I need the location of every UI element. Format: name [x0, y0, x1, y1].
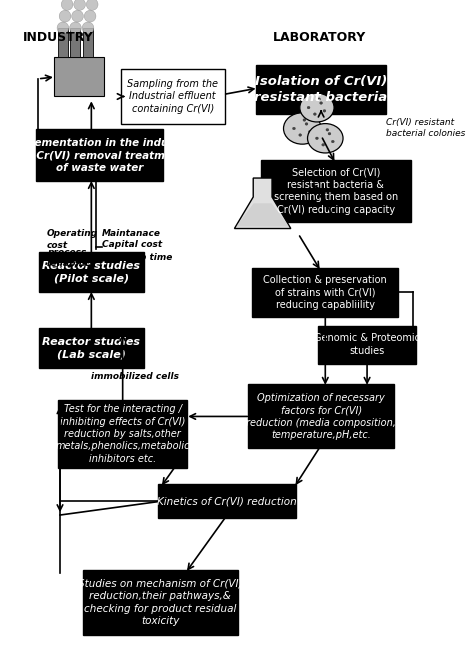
Ellipse shape	[86, 0, 98, 11]
FancyBboxPatch shape	[71, 28, 81, 58]
Text: Selection of Cr(VI)
resistant bacteria &
screening them based on
Cr(VI) reducing: Selection of Cr(VI) resistant bacteria &…	[273, 167, 398, 214]
Text: Test for the interacting /
inhibiting effects of Cr(VI)
reduction by salts,other: Test for the interacting / inhibiting ef…	[55, 404, 190, 464]
FancyBboxPatch shape	[39, 328, 144, 368]
Text: Sampling from the
Industrial effluent
containing Cr(VI): Sampling from the Industrial effluent co…	[128, 79, 219, 114]
Ellipse shape	[74, 0, 85, 11]
FancyBboxPatch shape	[120, 69, 225, 124]
Ellipse shape	[331, 140, 334, 143]
Ellipse shape	[82, 22, 94, 34]
Ellipse shape	[300, 93, 334, 122]
FancyBboxPatch shape	[39, 252, 144, 293]
Ellipse shape	[299, 134, 301, 136]
Text: Implementation in the industry
for Cr(VI) removal treatment
of waste water: Implementation in the industry for Cr(VI…	[9, 138, 191, 173]
FancyBboxPatch shape	[58, 28, 68, 58]
Text: process
reliability: process reliability	[46, 248, 96, 268]
FancyBboxPatch shape	[83, 28, 93, 58]
FancyBboxPatch shape	[252, 268, 399, 317]
Ellipse shape	[292, 127, 295, 130]
FancyBboxPatch shape	[54, 58, 104, 97]
Polygon shape	[237, 203, 289, 226]
Text: Capital cost: Capital cost	[102, 240, 162, 249]
Ellipse shape	[283, 113, 321, 144]
Text: INDUSTRY: INDUSTRY	[23, 31, 93, 44]
Ellipse shape	[72, 11, 83, 22]
Text: Genomic & Proteomic
studies: Genomic & Proteomic studies	[314, 334, 420, 355]
Ellipse shape	[319, 102, 323, 105]
Text: LABORATORY: LABORATORY	[273, 31, 365, 44]
Text: Cr(VI) resistant
bacterial colonies: Cr(VI) resistant bacterial colonies	[386, 118, 465, 138]
Ellipse shape	[318, 98, 320, 101]
FancyBboxPatch shape	[256, 66, 386, 115]
Text: Optimization of necessary
factors for Cr(VI)
reduction (media composition,
tempe: Optimization of necessary factors for Cr…	[246, 393, 396, 440]
Ellipse shape	[57, 22, 69, 34]
Ellipse shape	[70, 22, 82, 34]
Text: Isolation of Cr(VI)
resistant bacteria: Isolation of Cr(VI) resistant bacteria	[255, 75, 388, 105]
Ellipse shape	[308, 124, 343, 153]
Ellipse shape	[307, 107, 310, 109]
Text: Operating
cost: Operating cost	[46, 230, 98, 250]
Text: Reactor studies
(Pilot scale): Reactor studies (Pilot scale)	[42, 261, 140, 283]
FancyBboxPatch shape	[58, 400, 187, 468]
FancyBboxPatch shape	[261, 160, 411, 222]
Text: Reactor studies
(Lab scale): Reactor studies (Lab scale)	[42, 337, 140, 359]
FancyBboxPatch shape	[158, 485, 296, 518]
Ellipse shape	[59, 11, 71, 22]
Ellipse shape	[303, 118, 306, 121]
Text: Clean up time: Clean up time	[102, 254, 172, 262]
FancyBboxPatch shape	[36, 129, 164, 181]
Ellipse shape	[326, 128, 329, 131]
Text: Studies on mechanism of Cr(VI)
reduction,their pathways,&
checking for product r: Studies on mechanism of Cr(VI) reduction…	[78, 579, 243, 626]
Text: Maintanace: Maintanace	[102, 229, 161, 238]
Ellipse shape	[61, 0, 73, 11]
Ellipse shape	[305, 122, 308, 125]
Ellipse shape	[323, 109, 326, 112]
FancyBboxPatch shape	[248, 385, 394, 448]
Ellipse shape	[322, 144, 325, 146]
Ellipse shape	[313, 113, 316, 115]
Polygon shape	[235, 178, 291, 228]
Text: Collection & preservation
of strains with Cr(VI)
reducing capabliility: Collection & preservation of strains wit…	[264, 275, 387, 310]
Ellipse shape	[328, 132, 331, 135]
FancyBboxPatch shape	[318, 326, 416, 363]
FancyBboxPatch shape	[83, 570, 237, 635]
Text: Kinetics of Cr(VI) reduction: Kinetics of Cr(VI) reduction	[157, 496, 297, 506]
Text: Free cells/
immobilized cells: Free cells/ immobilized cells	[91, 361, 179, 381]
Ellipse shape	[84, 11, 96, 22]
Ellipse shape	[309, 130, 311, 133]
Ellipse shape	[316, 137, 319, 140]
